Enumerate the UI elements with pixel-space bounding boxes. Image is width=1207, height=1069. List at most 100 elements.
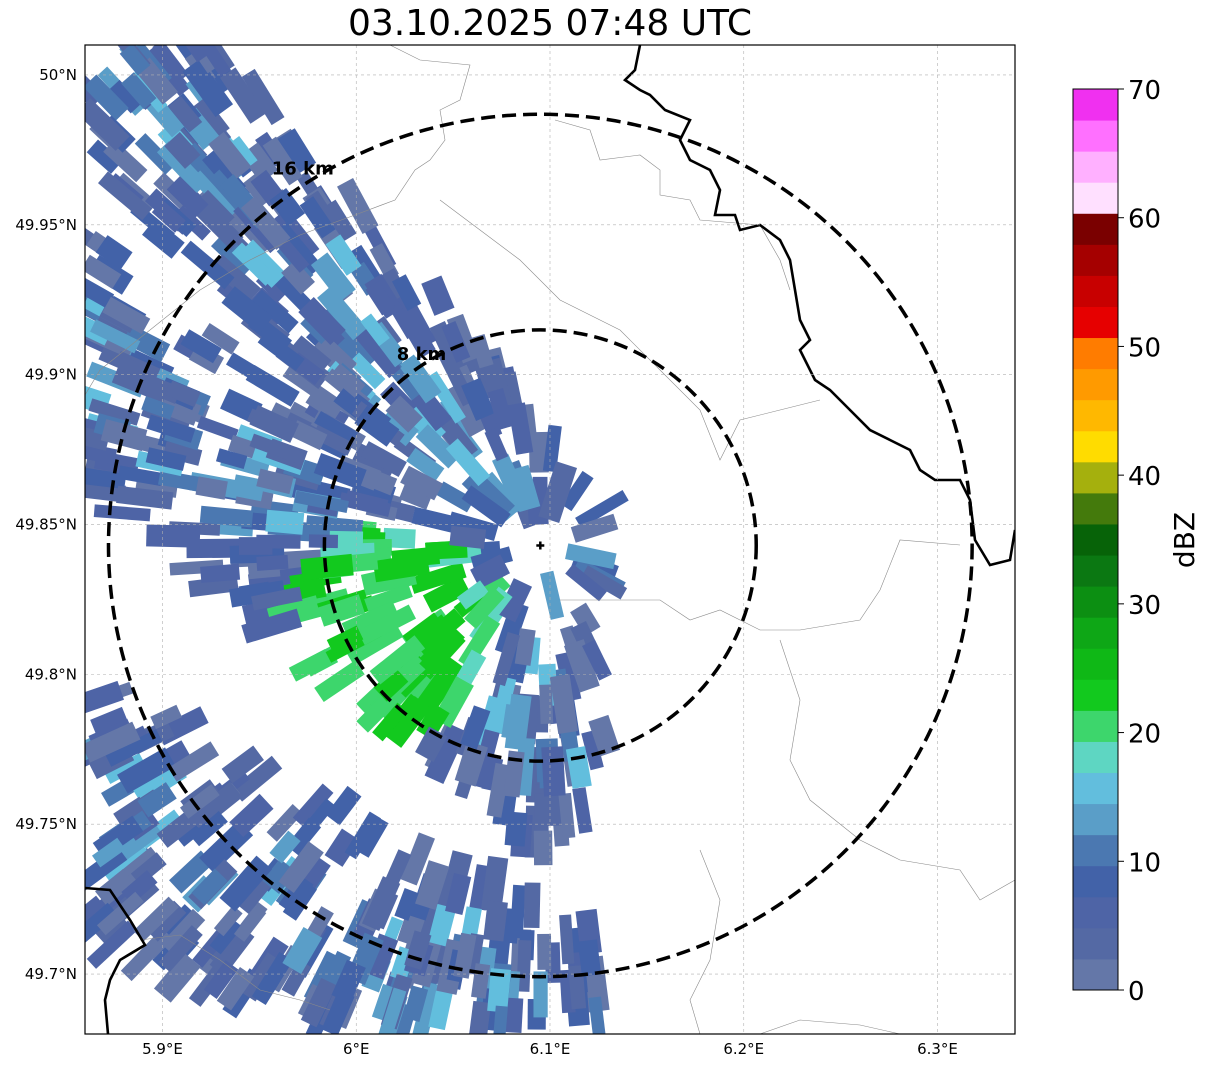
colorbar-segment: [1073, 555, 1118, 587]
range-ring-16km: [106, 112, 974, 979]
echo-gate: [249, 433, 306, 465]
echo-gate: [424, 723, 468, 784]
y-tick-label: 49.95°N: [15, 216, 77, 234]
echo-gate: [249, 405, 300, 443]
echo-gate: [461, 485, 511, 528]
echo-gate: [195, 45, 231, 77]
plot-frame: [84, 44, 1016, 1035]
echo-gate: [514, 628, 536, 666]
echo-gate: [289, 420, 328, 451]
echo-gate: [398, 481, 434, 510]
echo-gate: [281, 260, 315, 295]
echo-gate: [153, 952, 201, 1003]
echo-gate: [282, 926, 323, 974]
echo-gate: [290, 335, 332, 374]
echo-gate: [426, 371, 466, 424]
echo-gate: [560, 470, 594, 512]
colorbar-segment: [1073, 710, 1118, 742]
colorbar-segment: [1073, 586, 1118, 618]
echo-gate: [269, 830, 301, 864]
colorbar-segment: [1073, 492, 1118, 525]
echo-gate: [538, 461, 578, 523]
echo-gate: [444, 381, 488, 438]
echo-gate: [100, 419, 148, 452]
echo-gate: [85, 254, 122, 289]
echo-gate: [384, 695, 431, 748]
echo-gate: [415, 860, 450, 911]
echo-gate: [215, 448, 248, 469]
echo-gate: [416, 702, 450, 741]
y-tick-label: 49.7°N: [25, 965, 77, 983]
echo-gate: [411, 981, 441, 1034]
echo-gate: [528, 431, 549, 473]
echo-gate: [344, 811, 382, 860]
municipal-border: [85, 45, 471, 396]
echo-gate: [385, 395, 423, 433]
echo-gate: [360, 313, 390, 347]
echo-gate: [120, 934, 167, 982]
echo-gate: [504, 811, 528, 847]
echo-gate: [354, 405, 400, 447]
colorbar-segment: [1073, 461, 1118, 494]
echo-gate: [221, 745, 264, 784]
echo-gate: [445, 438, 491, 487]
echo-gate: [415, 424, 461, 469]
colorbar-segment: [1073, 772, 1118, 805]
colorbar-segment: [1073, 679, 1118, 711]
echo-gate: [200, 563, 241, 583]
echo-gate: [95, 235, 133, 270]
echo-gate: [449, 525, 487, 550]
echo-gate: [406, 447, 445, 482]
colorbar-segment: [1073, 182, 1118, 214]
echo-gate: [559, 914, 575, 965]
echo-gate: [361, 876, 401, 932]
echo-gate: [503, 908, 520, 944]
echo-gate: [180, 45, 209, 63]
echo-gate: [483, 900, 508, 942]
echo-gate: [360, 441, 407, 478]
echo-gate: [276, 128, 317, 175]
echo-gate: [164, 132, 201, 169]
echo-gate: [96, 891, 144, 936]
colorbar-segment: [1073, 958, 1118, 991]
echo-gate: [456, 580, 490, 610]
echo-gate: [95, 868, 135, 907]
echo-gate: [158, 925, 203, 972]
echo-gate: [257, 330, 305, 371]
echo-gate: [238, 537, 273, 555]
echo-gate: [92, 837, 126, 868]
echo-gate: [86, 920, 138, 969]
echo-gate: [494, 601, 529, 656]
echo-gate: [467, 1000, 492, 1034]
colorbar-segment: [1073, 865, 1118, 898]
echo-gate: [208, 131, 252, 180]
echo-gate: [145, 45, 191, 97]
echo-gate: [231, 474, 266, 502]
echo-gate: [262, 136, 303, 186]
echo-gate: [219, 855, 273, 912]
echo-gate: [209, 918, 243, 955]
echo-gate: [310, 252, 356, 302]
echo-gate: [121, 870, 158, 905]
national-border: [85, 886, 147, 1034]
echo-gate: [558, 792, 576, 839]
echo-gate: [400, 832, 435, 886]
echo-gate: [278, 841, 324, 893]
echo-gate: [117, 747, 176, 794]
echo-gate: [427, 903, 457, 947]
gridlines: [85, 45, 1015, 1034]
echo-gate: [122, 324, 171, 363]
colorbar-segment: [1073, 803, 1118, 836]
national-border: [622, 45, 1015, 567]
echo-gate: [152, 45, 189, 82]
echo-gate: [146, 524, 201, 548]
echo-gate: [421, 275, 455, 316]
echo-gate: [90, 706, 129, 736]
echo-gate: [102, 296, 151, 335]
echo-gate: [344, 489, 389, 515]
colorbar-segment: [1073, 927, 1118, 960]
echo-gate: [423, 665, 462, 712]
y-tick-label: 49.9°N: [25, 366, 77, 384]
echo-gate: [156, 141, 208, 194]
colorbar-segment: [1073, 213, 1118, 245]
